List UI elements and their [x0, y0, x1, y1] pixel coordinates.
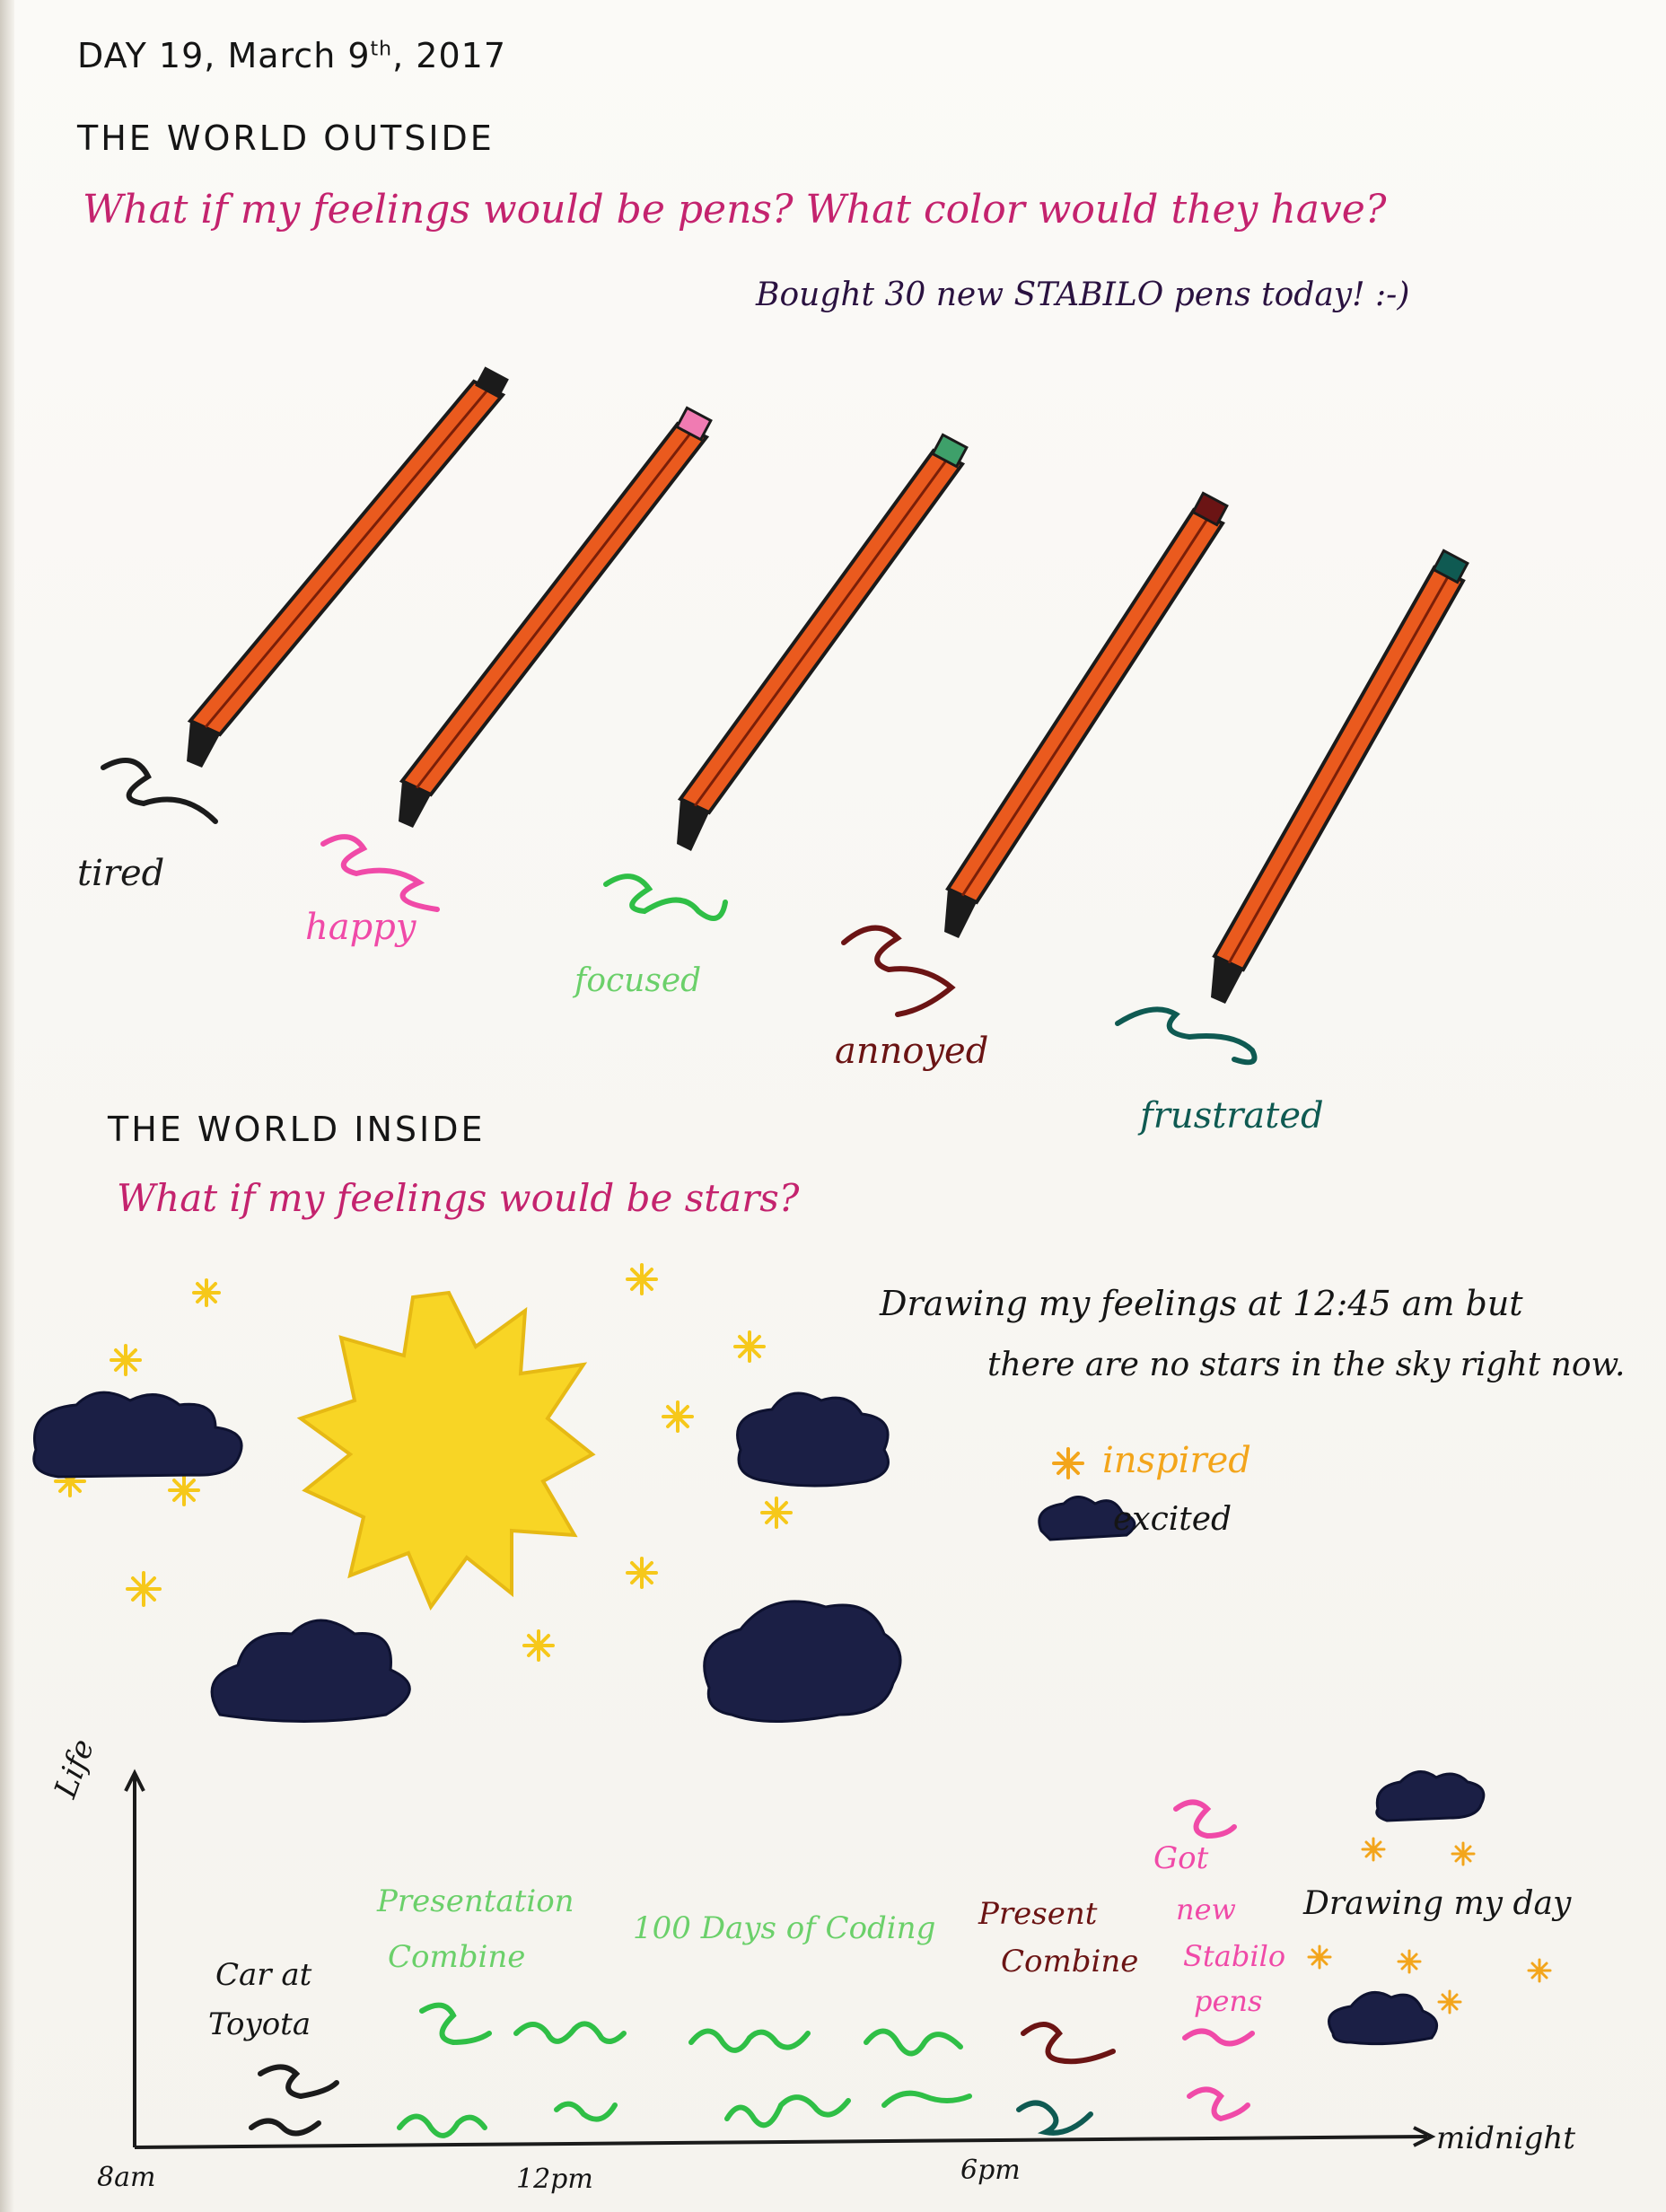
date-year: , 2017	[392, 36, 506, 75]
pen-label-happy: happy	[305, 907, 416, 948]
event-present-line1: Present	[978, 1896, 1098, 1932]
timeline-tick-12pm: 12pm	[516, 2164, 593, 2195]
cloud-icon	[736, 1391, 890, 1488]
squiggle-present	[1021, 2022, 1116, 2065]
star-icon	[522, 1629, 555, 1662]
star-icon	[626, 1263, 658, 1295]
event-stabilo-line1: Got	[1153, 1840, 1209, 1876]
squiggle-presentation	[419, 2002, 492, 2046]
pen-label-tired: tired	[77, 853, 165, 894]
event-car-line1: Car at	[215, 1957, 312, 1993]
star-icon	[192, 1278, 221, 1307]
squiggle-stabilo	[1187, 2086, 1250, 2122]
cloud-icon	[1375, 1770, 1486, 1822]
cloud-icon	[210, 1619, 411, 1723]
squiggle-car	[258, 2064, 339, 2100]
midnight-note-line1: Drawing my feelings at 12:45 am but	[880, 1284, 1523, 1323]
squiggle-presentation	[397, 2113, 487, 2138]
squiggle-stabilo	[1173, 1799, 1237, 1839]
date-heading: DAY 19, March 9th, 2017	[77, 36, 506, 75]
star-icon	[662, 1400, 694, 1433]
squiggle-coding	[881, 2090, 972, 2108]
star-icon	[126, 1571, 162, 1607]
timeline-squiggles	[249, 1799, 1255, 2138]
cloud-cluster	[32, 1391, 1486, 2046]
star-icon	[168, 1474, 200, 1506]
star-icon	[760, 1497, 793, 1529]
squiggle-presentation	[554, 2101, 618, 2122]
event-drawing-line1: Drawing my day	[1303, 1885, 1572, 1922]
event-stabilo-line2: new	[1176, 1892, 1236, 1927]
pen-label-frustrated: frustrated	[1140, 1095, 1324, 1137]
timeline-stars	[1307, 1837, 1552, 2014]
squiggle-coding	[724, 2094, 851, 2129]
world-inside-title: THE WORLD INSIDE	[108, 1110, 486, 1149]
midnight-note-line2: there are no stars in the sky right now.	[987, 1347, 1626, 1383]
cloud-icon	[1328, 1990, 1439, 2046]
timeline-axes	[124, 1769, 1436, 2149]
event-car-line2: Toyota	[208, 2006, 311, 2042]
sun-icon	[296, 1290, 596, 1611]
legend-excited-label: excited	[1113, 1501, 1232, 1538]
timeline-tick-8am: 8am	[97, 2162, 156, 2193]
event-coding-line1: 100 Days of Coding	[633, 1910, 936, 1946]
timeline-tick-midnight: midnight	[1436, 2120, 1575, 2156]
pens-bought-note: Bought 30 new STABILO pens today! :-)	[756, 276, 1410, 313]
pen-happy	[320, 406, 713, 912]
squiggle-present	[1016, 2100, 1093, 2136]
squiggle-presentation	[513, 2021, 627, 2044]
event-present-line2: Combine	[1001, 1944, 1139, 1979]
world-inside-question: What if my feelings would be stars?	[117, 1176, 800, 1220]
squiggle-car	[249, 2118, 321, 2137]
squiggle-stabilo	[1182, 2028, 1255, 2047]
pen-focused	[603, 433, 969, 921]
pen-label-annoyed: annoyed	[835, 1031, 989, 1072]
event-presentation-line2: Combine	[388, 1939, 526, 1975]
world-outside-question: What if my feelings would be pens? What …	[83, 187, 1387, 233]
event-stabilo-line4: pens	[1194, 1984, 1263, 2018]
pen-annoyed	[841, 491, 1229, 1017]
star-icon	[733, 1330, 766, 1363]
legend-inspired-label: inspired	[1102, 1440, 1251, 1481]
event-stabilo-line3: Stabilo	[1183, 1939, 1286, 1973]
cloud-icon	[703, 1600, 902, 1723]
cloud-icon	[1038, 1496, 1136, 1541]
pen-tired	[101, 366, 509, 824]
squiggle-coding	[688, 2028, 811, 2053]
star-cluster	[54, 1263, 793, 1662]
date-ordinal: th	[370, 38, 393, 61]
event-presentation-line1: Presentation	[377, 1883, 574, 1919]
star-icon	[626, 1557, 658, 1589]
legend-star-icon	[1052, 1447, 1084, 1479]
squiggle-coding	[864, 2028, 963, 2057]
pen-frustrated	[1115, 549, 1469, 1066]
world-outside-title: THE WORLD OUTSIDE	[77, 118, 495, 158]
timeline-tick-6pm: 6pm	[960, 2155, 1021, 2186]
pen-label-focused: focused	[574, 962, 702, 999]
star-icon	[110, 1344, 142, 1376]
notebook-binding-edge	[0, 0, 14, 2212]
cloud-icon	[32, 1391, 243, 1479]
